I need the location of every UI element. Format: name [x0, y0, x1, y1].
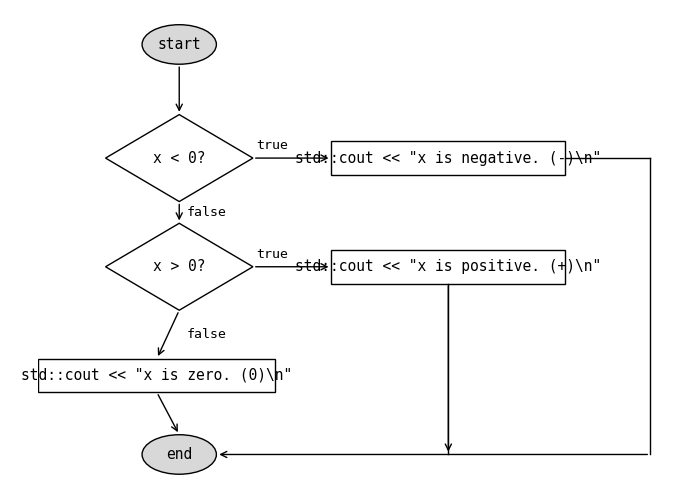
Ellipse shape: [142, 25, 217, 64]
FancyBboxPatch shape: [38, 359, 276, 392]
Text: std::cout << "x is zero. (0)\n": std::cout << "x is zero. (0)\n": [21, 368, 293, 383]
Text: x > 0?: x > 0?: [153, 259, 206, 274]
Text: start: start: [158, 37, 201, 52]
FancyBboxPatch shape: [331, 250, 566, 284]
Text: false: false: [187, 328, 227, 341]
Text: true: true: [256, 248, 288, 261]
Text: std::cout << "x is negative. (-)\n": std::cout << "x is negative. (-)\n": [295, 151, 602, 165]
Ellipse shape: [142, 435, 217, 474]
Text: end: end: [166, 447, 192, 462]
Text: false: false: [187, 206, 227, 219]
Text: true: true: [256, 139, 288, 152]
Text: std::cout << "x is positive. (+)\n": std::cout << "x is positive. (+)\n": [295, 259, 602, 274]
Polygon shape: [105, 115, 253, 202]
Text: x < 0?: x < 0?: [153, 151, 206, 165]
Polygon shape: [105, 223, 253, 310]
FancyBboxPatch shape: [331, 141, 566, 175]
